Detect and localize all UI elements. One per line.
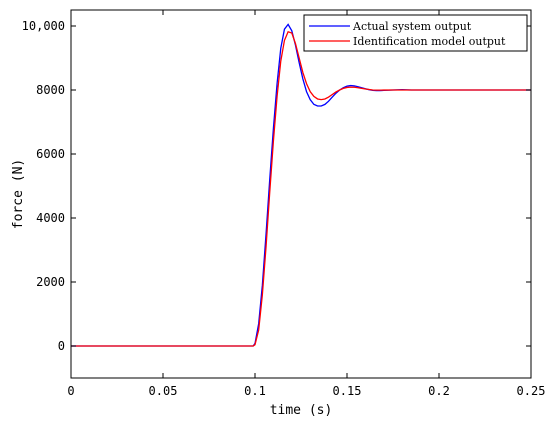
- y-tick-label: 2000: [36, 275, 65, 289]
- y-tick-label: 8000: [36, 83, 65, 97]
- series-layer: [71, 23, 531, 347]
- plot-frame: [70, 9, 532, 379]
- legend-label-actual: Actual system output: [352, 20, 472, 33]
- x-tick-label: 0: [67, 384, 74, 398]
- y-tick-label: 10,000: [22, 19, 65, 33]
- y-axis-label: force (N): [11, 159, 26, 229]
- x-tick-label: 0.25: [517, 384, 546, 398]
- legend-box: [303, 14, 528, 52]
- y-tick-label: 4000: [36, 211, 65, 225]
- legend: Actual system output Identification mode…: [303, 14, 528, 52]
- x-tick-label: 0.05: [149, 384, 178, 398]
- x-tick-label: 0.1: [244, 384, 266, 398]
- ticks-layer: 0 0.05 0.1 0.15 0.2 0.25 0 2000 4000 6000 8000 10,0…: [22, 10, 546, 398]
- legend-label-model: Identification model output: [353, 35, 506, 48]
- x-tick-label: 0.15: [333, 384, 362, 398]
- y-tick-label: 6000: [36, 147, 65, 161]
- x-axis-label: time (s): [270, 403, 333, 418]
- x-tick-label: 0.2: [428, 384, 450, 398]
- series-line-model: [71, 30, 531, 347]
- y-tick-label: 0: [58, 339, 65, 353]
